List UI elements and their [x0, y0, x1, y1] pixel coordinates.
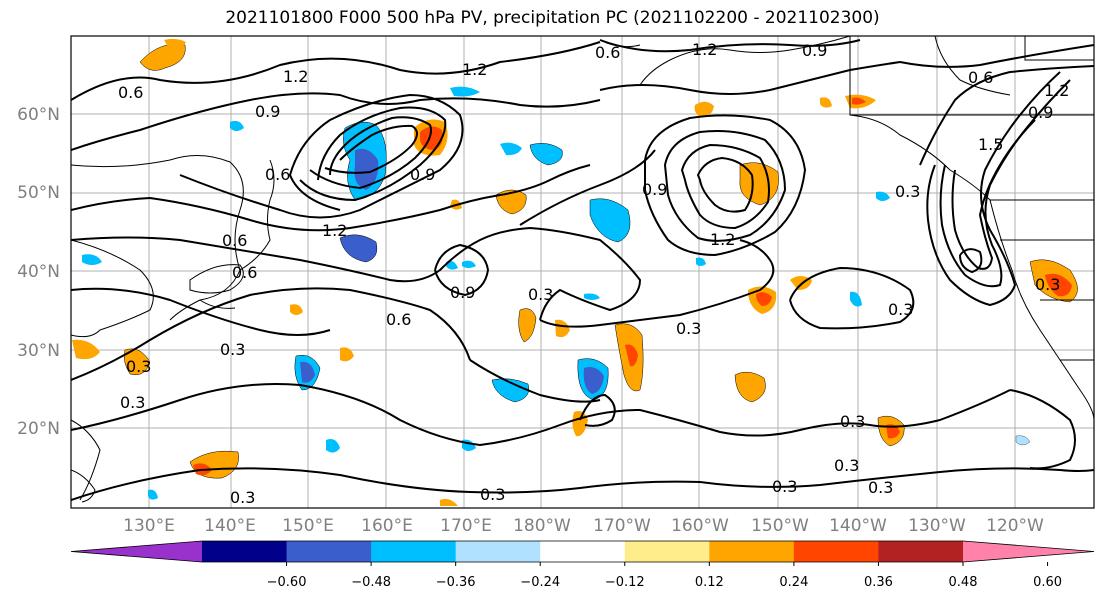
colorbar-tick-label: −0.12 [605, 575, 645, 590]
lon-label: 120°W [986, 516, 1044, 536]
colorbar-segment [709, 541, 795, 562]
lon-label: 140°W [829, 516, 887, 536]
contour-label-0-9-e: 0.9 [642, 180, 667, 199]
contour-label-1-5-a: 1.5 [978, 135, 1003, 154]
contour-label-0-6-f: 0.6 [118, 83, 143, 102]
pv-contours [71, 39, 1094, 501]
lon-label: 150°W [751, 516, 809, 536]
colorbar-segment [371, 541, 457, 562]
lat-label-30n: 30°N [17, 341, 60, 361]
lon-label: 150°E [282, 516, 334, 536]
contour-label-0-3-c: 0.3 [126, 357, 151, 376]
contour-label-0-6-e: 0.6 [386, 310, 411, 329]
colorbar-tick-label: −0.36 [436, 575, 476, 590]
colorbar: −0.60 −0.48 −0.36 −0.24 −0.12 0.12 0.24 0.36 0.4… [70, 540, 1095, 590]
contour-label-0-3-i: 0.3 [895, 182, 920, 201]
lon-label: 160°E [361, 516, 413, 536]
lon-label: 170°W [593, 516, 651, 536]
colorbar-tick-label: 0.48 [949, 575, 978, 590]
contour-label-0-9-f: 0.9 [1028, 103, 1053, 122]
contour-label-1-2-a: 1.2 [283, 67, 308, 86]
colorbar-tick-label: −0.48 [351, 575, 391, 590]
colorbar-tick-label: 0.60 [1033, 575, 1062, 590]
colorbar-segment [878, 541, 964, 562]
precip-negative-shading [82, 86, 1031, 500]
contour-label-0-9-b: 0.9 [255, 102, 280, 121]
contour-label-0-9-c: 0.9 [410, 165, 435, 184]
colorbar-segment [624, 541, 710, 562]
colorbar-tick-label: 0.12 [695, 575, 724, 590]
longitude-labels: 130°E 140°E 150°E 160°E 170°E 180°W 170°W 160°W… [123, 516, 1044, 536]
lat-label-20n: 20°N [17, 419, 60, 439]
lat-label-60n: 60°N [17, 105, 60, 125]
contour-label-1-2-f: 1.2 [1044, 81, 1069, 100]
contour-label-0-3-g: 0.3 [676, 319, 701, 338]
colorbar-tick-label: 0.36 [864, 575, 893, 590]
contour-label-0-6-c: 0.6 [222, 231, 247, 250]
colorbar-tick-label: −0.24 [520, 575, 560, 590]
colorbar-segment [540, 541, 626, 562]
contour-label-0-9-a: 0.9 [802, 41, 827, 60]
contour-label-0-6-a: 0.6 [968, 68, 993, 87]
contour-label-0-3-d: 0.3 [120, 393, 145, 412]
colorbar-tick-label: 0.24 [779, 575, 808, 590]
contour-label-0-3-a: 0.3 [528, 285, 553, 304]
lon-label: 180°W [513, 516, 571, 536]
latitude-labels: 60°N 50°N 40°N 30°N 20°N [17, 105, 60, 439]
map-area [71, 36, 1094, 508]
contour-label-0-3-k: 0.3 [834, 456, 859, 475]
lat-label-50n: 50°N [17, 183, 60, 203]
colorbar-tick-label: −0.60 [267, 575, 307, 590]
lon-label: 130°W [908, 516, 966, 536]
contour-label-1-2-e: 1.2 [710, 230, 735, 249]
contour-label-0-3-e: 0.3 [230, 488, 255, 507]
contour-label-0-3-h: 0.3 [888, 300, 913, 319]
contour-label-1-2-d: 1.2 [322, 221, 347, 240]
contour-label-0-3-n: 0.3 [1035, 275, 1060, 294]
precip-positive-shading [72, 38, 1078, 506]
contour-label-0-6-g: 0.6 [595, 43, 620, 62]
contour-label-0-3-b: 0.3 [220, 340, 245, 359]
colorbar-segment [455, 541, 541, 562]
lon-label: 140°E [204, 516, 256, 536]
map-frame [70, 35, 1095, 509]
contour-label-0-9-d: 0.9 [450, 283, 475, 302]
contour-label-0-3-f: 0.3 [480, 485, 505, 504]
lon-label: 160°W [671, 516, 729, 536]
contour-label-0-3-m: 0.3 [868, 478, 893, 497]
lon-label: 130°E [123, 516, 175, 536]
contour-label-1-2-c: 1.2 [692, 40, 717, 59]
contour-label-0-6-b: 0.6 [265, 165, 290, 184]
colorbar-segment [202, 541, 288, 562]
colorbar-segment [793, 541, 879, 562]
contour-labels: 1.2 1.2 1.2 0.9 0.6 0.9 0.6 0.6 0.6 1.2 … [118, 40, 1069, 507]
lon-label: 170°E [440, 516, 492, 536]
colorbar-extend-max [963, 541, 1094, 562]
lat-label-40n: 40°N [17, 262, 60, 282]
map-title: 2021101800 F000 500 hPa PV, precipitatio… [225, 8, 880, 28]
contour-label-1-2-b: 1.2 [462, 60, 487, 79]
colorbar-outline [70, 540, 1095, 563]
contour-label-0-3-l: 0.3 [772, 477, 797, 496]
colorbar-extend-min [71, 541, 202, 562]
colorbar-segment [286, 541, 372, 562]
contour-label-0-6-d: 0.6 [232, 263, 257, 282]
contour-label-0-3-j: 0.3 [840, 412, 865, 431]
